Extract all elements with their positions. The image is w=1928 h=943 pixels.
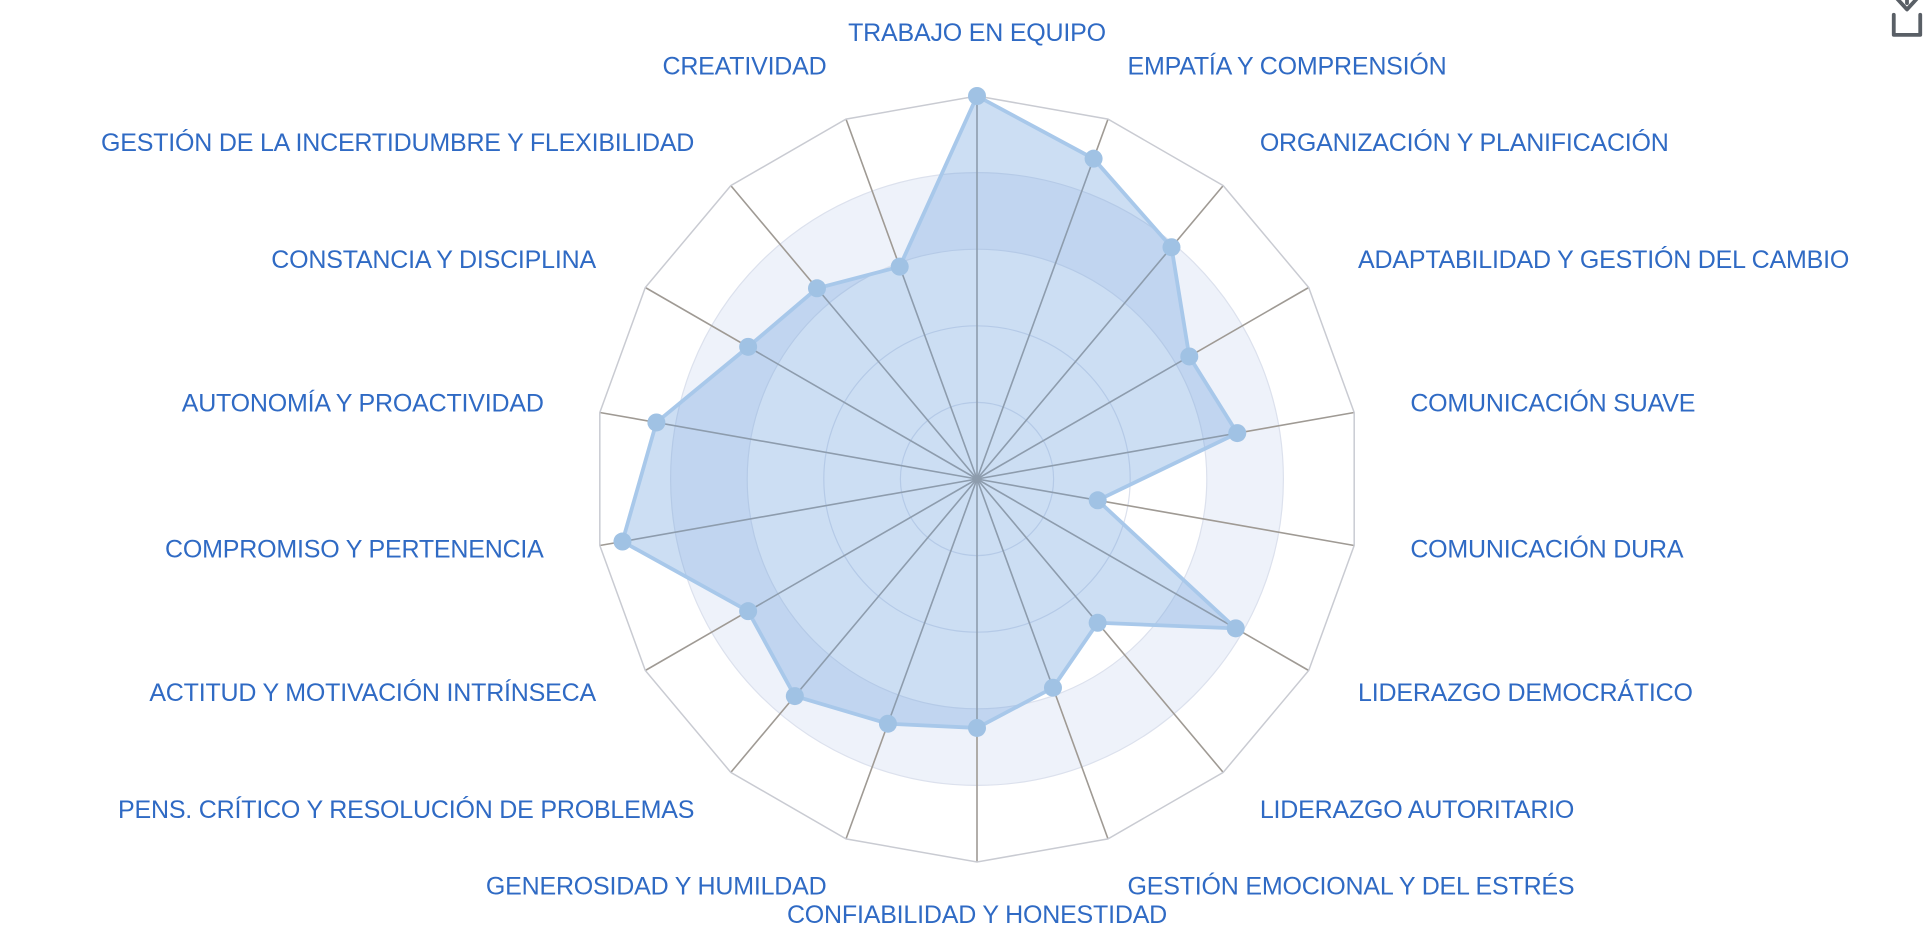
axis-label-liderazgo-autoritario: LIDERAZGO AUTORITARIO xyxy=(1260,796,1574,824)
grid-outer-polygon xyxy=(599,95,1355,863)
data-point-comunicacion-dura[interactable] xyxy=(1088,491,1107,510)
axis-spoke-gestion-de-la-incertidumbre-y-flexibilidad xyxy=(730,185,978,480)
axis-label-constancia-y-disciplina: CONSTANCIA Y DISCIPLINA xyxy=(271,246,596,274)
data-point-gestion-emocional-y-del-estres[interactable] xyxy=(1043,678,1062,697)
axis-label-comunicacion-dura: COMUNICACIÓN DURA xyxy=(1410,534,1684,563)
data-point-confiabilidad-y-honestidad[interactable] xyxy=(968,718,986,737)
axis-spoke-empatia-y-comprension xyxy=(976,118,1109,480)
axis-spoke-adaptabilidad-y-gestion-del-cambio xyxy=(976,286,1310,480)
axis-spoke-generosidad-y-humildad xyxy=(845,478,978,840)
axis-spoke-comunicacion-suave xyxy=(976,411,1355,480)
download-icon-chevron xyxy=(1895,0,1919,12)
axis-spoke-pens-critico-y-resolucion-de-problemas xyxy=(730,478,978,773)
axis-label-adaptabilidad-y-gestion-del-cambio: ADAPTABILIDAD Y GESTIÓN DEL CAMBIO xyxy=(1358,245,1849,274)
axis-spoke-comunicacion-dura xyxy=(976,478,1355,547)
download-icon xyxy=(1891,0,1923,37)
axis-label-creatividad: CREATIVIDAD xyxy=(662,53,826,81)
axis-label-trabajo-en-equipo: TRABAJO EN EQUIPO xyxy=(848,19,1106,47)
axis-label-gestion-emocional-y-del-estres: GESTIÓN EMOCIONAL Y DEL ESTRÉS xyxy=(1127,871,1574,900)
data-point-actitud-y-motivacion-intrinseca[interactable] xyxy=(739,602,758,621)
data-point-pens-critico-y-resolucion-de-problemas[interactable] xyxy=(785,687,804,706)
data-point-adaptabilidad-y-gestion-del-cambio[interactable] xyxy=(1180,347,1199,366)
axis-spoke-creatividad xyxy=(845,118,978,480)
data-point-gestion-de-la-incertidumbre-y-flexibilidad[interactable] xyxy=(807,279,826,298)
axis-label-liderazgo-democratico: LIDERAZGO DEMOCRÁTICO xyxy=(1358,678,1693,707)
data-point-trabajo-en-equipo[interactable] xyxy=(968,87,986,105)
data-point-liderazgo-democratico[interactable] xyxy=(1226,619,1245,638)
data-point-compromiso-y-pertenencia[interactable] xyxy=(613,532,632,551)
data-point-organizacion-y-planificacion[interactable] xyxy=(1162,238,1181,257)
axis-spoke-compromiso-y-pertenencia xyxy=(599,478,978,547)
axis-label-pens-critico-y-resolucion-de-problemas: PENS. CRÍTICO Y RESOLUCIÓN DE PROBLEMAS xyxy=(118,795,694,824)
axis-label-confiabilidad-y-honestidad: CONFIABILIDAD Y HONESTIDAD xyxy=(787,901,1167,929)
axis-label-compromiso-y-pertenencia: COMPROMISO Y PERTENENCIA xyxy=(165,535,544,563)
axis-spoke-actitud-y-motivacion-intrinseca xyxy=(644,478,978,672)
download-icon-tray xyxy=(1891,12,1923,37)
data-point-autonomia-y-proactividad[interactable] xyxy=(647,413,666,432)
download-button[interactable] xyxy=(1889,0,1925,44)
data-point-comunicacion-suave[interactable] xyxy=(1228,424,1247,443)
axis-label-autonomia-y-proactividad: AUTONOMÍA Y PROACTIVIDAD xyxy=(182,389,544,418)
axis-label-organizacion-y-planificacion: ORGANIZACIÓN Y PLANIFICACIÓN xyxy=(1260,128,1669,157)
data-point-creatividad[interactable] xyxy=(890,257,909,276)
data-point-liderazgo-autoritario[interactable] xyxy=(1088,613,1107,632)
data-point-constancia-y-disciplina[interactable] xyxy=(739,337,758,356)
axis-spoke-organizacion-y-planificacion xyxy=(976,185,1224,480)
axis-spoke-constancia-y-disciplina xyxy=(644,286,978,480)
data-point-empatia-y-comprension[interactable] xyxy=(1084,149,1103,168)
axis-label-gestion-de-la-incertidumbre-y-flexibilidad: GESTIÓN DE LA INCERTIDUMBRE Y FLEXIBILID… xyxy=(101,128,694,157)
axis-label-empatia-y-comprension: EMPATÍA Y COMPRENSIÓN xyxy=(1127,52,1446,81)
axis-spoke-liderazgo-democratico xyxy=(976,478,1310,672)
axis-spoke-gestion-emocional-y-del-estres xyxy=(976,478,1109,840)
data-point-generosidad-y-humildad[interactable] xyxy=(878,714,897,733)
axis-label-comunicacion-suave: COMUNICACIÓN SUAVE xyxy=(1410,389,1695,418)
axis-label-actitud-y-motivacion-intrinseca: ACTITUD Y MOTIVACIÓN INTRÍNSECA xyxy=(149,678,596,707)
axis-label-generosidad-y-humildad: GENEROSIDAD Y HUMILDAD xyxy=(486,872,827,900)
